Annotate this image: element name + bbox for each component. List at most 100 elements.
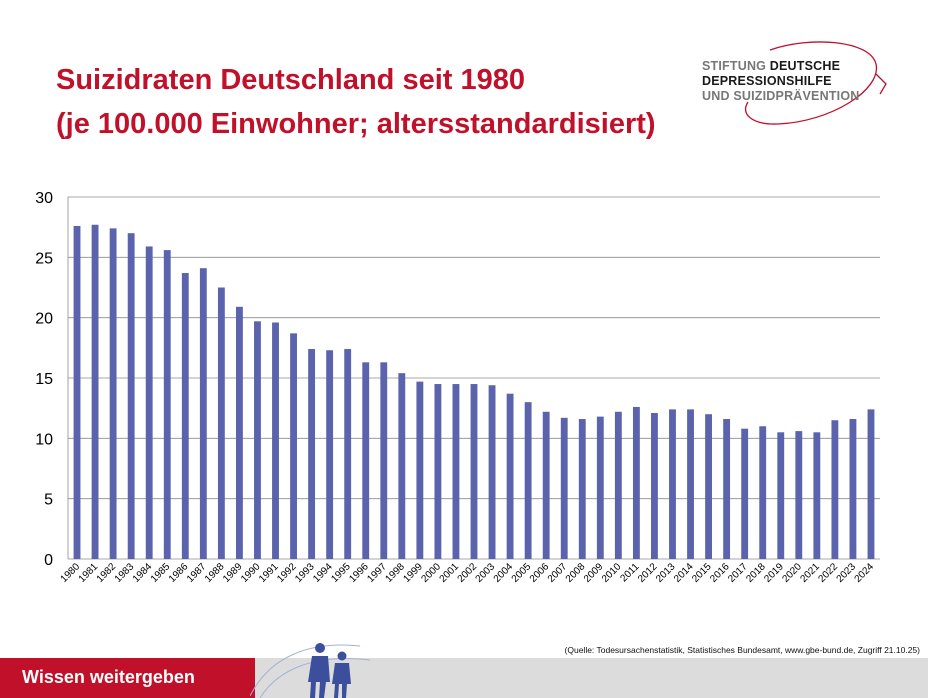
x-tick-label: 2022 <box>816 561 840 585</box>
bar <box>578 419 586 559</box>
logo-swoosh-icon <box>745 41 887 125</box>
x-tick-label: 2019 <box>762 561 786 585</box>
bar <box>651 412 658 559</box>
x-tick-label: 2014 <box>672 561 696 585</box>
x-tick-label: 1984 <box>131 561 155 585</box>
x-tick-label: 1996 <box>347 561 371 585</box>
bar <box>849 419 857 559</box>
logo-line-2: DEPRESSIONSHILFE <box>702 74 832 88</box>
bar <box>831 420 839 559</box>
x-tick-label: 2017 <box>726 561 750 585</box>
x-tick-label: 1980 <box>59 561 83 585</box>
x-tick-label: 2012 <box>636 561 660 585</box>
bar <box>308 349 316 559</box>
x-tick-label: 2004 <box>492 561 516 585</box>
x-tick-label: 2008 <box>564 561 588 585</box>
bar <box>470 384 478 559</box>
bar <box>614 411 622 559</box>
bar <box>199 268 207 559</box>
y-tick-label: 15 <box>35 371 53 388</box>
x-tick-label: 1985 <box>149 561 173 585</box>
bar <box>452 384 460 559</box>
bar <box>705 414 713 559</box>
x-tick-label: 1994 <box>311 561 335 585</box>
x-tick-label: 2001 <box>438 561 462 585</box>
y-tick-label: 0 <box>44 552 53 569</box>
bar <box>163 250 171 559</box>
bar <box>632 406 640 559</box>
title-line-1: Suizidraten Deutschland seit 1980 <box>56 64 525 96</box>
x-tick-label: 1999 <box>401 561 425 585</box>
bar <box>398 373 406 559</box>
x-tick-label: 1988 <box>203 561 227 585</box>
x-tick-label: 1997 <box>365 561 389 585</box>
x-tick-label: 2007 <box>546 561 570 585</box>
bar-chart: 0 5 10 15 20 25 30 1980198119821983198419851986… <box>35 190 880 585</box>
bar <box>524 402 532 559</box>
y-tick-label: 5 <box>44 492 53 509</box>
bar <box>669 409 676 559</box>
y-tick-label: 25 <box>35 250 53 267</box>
bar <box>560 417 568 559</box>
x-tick-label: 2024 <box>853 561 877 585</box>
x-tick-label: 1992 <box>275 561 299 585</box>
bar <box>217 287 225 559</box>
bar <box>723 419 731 559</box>
footer-brand-block <box>0 658 255 698</box>
bar <box>254 321 261 559</box>
bar <box>813 432 821 559</box>
x-tick-label: 1990 <box>239 561 263 585</box>
x-tick-label: 1991 <box>257 561 281 585</box>
bar <box>777 432 785 559</box>
bar <box>127 233 135 559</box>
bar <box>145 246 153 559</box>
bar <box>795 431 803 559</box>
bar <box>290 333 297 559</box>
bar <box>867 409 875 559</box>
title-line-2: (je 100.000 Einwohner; altersstandardisi… <box>56 108 656 140</box>
x-tick-label: 2016 <box>708 561 732 585</box>
x-tick-label: 1987 <box>185 561 209 585</box>
x-tick-label: 1983 <box>113 561 137 585</box>
bar <box>380 362 388 559</box>
bar <box>488 385 496 559</box>
bar <box>741 428 749 559</box>
bar <box>326 350 334 559</box>
x-tick-label: 2020 <box>780 561 804 585</box>
x-tick-label: 1982 <box>95 561 119 585</box>
y-tick-label: 30 <box>35 190 53 207</box>
x-tick-label: 2006 <box>528 561 552 585</box>
walking-people-icon <box>250 643 371 698</box>
bar <box>272 322 279 559</box>
x-tick-label: 2015 <box>690 561 714 585</box>
bar <box>506 393 514 559</box>
bar <box>362 362 370 559</box>
x-tick-label: 2005 <box>510 561 534 585</box>
x-tick-label: 2023 <box>835 561 859 585</box>
source-note: (Quelle: Todesursachenstatistik, Statist… <box>564 645 920 655</box>
footer-slogan: Wissen weitergeben <box>22 667 195 687</box>
logo-line-3: UND SUIZIDPRÄVENTION <box>702 89 860 103</box>
x-tick-label: 2009 <box>582 561 606 585</box>
x-tick-label: 1986 <box>167 561 191 585</box>
bar <box>344 349 352 559</box>
x-tick-label: 1998 <box>383 561 407 585</box>
y-tick-label: 20 <box>35 311 53 328</box>
x-tick-label: 2013 <box>654 561 678 585</box>
x-tick-label: 1989 <box>221 561 245 585</box>
bar <box>91 224 99 559</box>
x-tick-label: 2002 <box>456 561 480 585</box>
x-tick-label: 2000 <box>420 561 444 585</box>
bar <box>687 409 694 559</box>
y-tick-label: 10 <box>35 431 53 448</box>
bar <box>434 384 442 559</box>
chart-title: Suizidraten Deutschland seit 1980 (je 10… <box>56 58 656 146</box>
x-tick-label: 2003 <box>474 561 498 585</box>
x-tick-label: 2011 <box>619 561 642 584</box>
bar <box>235 306 243 559</box>
x-tick-label: 2021 <box>798 561 822 585</box>
x-tick-label: 2018 <box>744 561 768 585</box>
logo-line-1: STIFTUNG DEUTSCHE <box>702 59 841 73</box>
bar <box>759 426 767 559</box>
bar <box>73 225 81 559</box>
